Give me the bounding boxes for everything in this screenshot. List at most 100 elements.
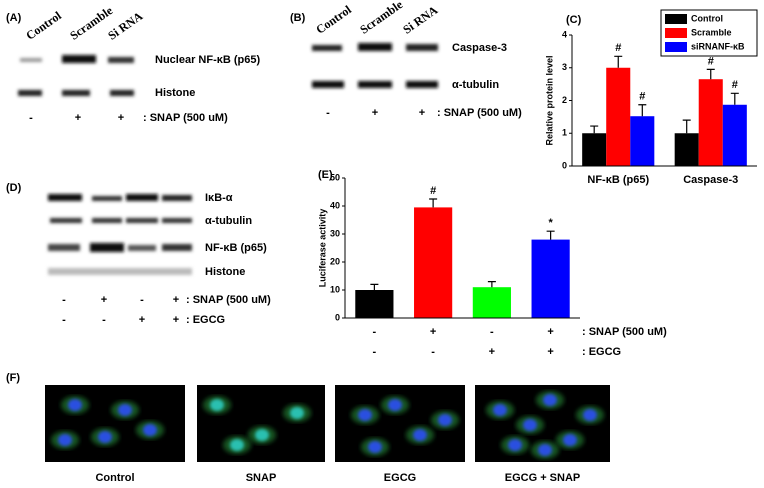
column-header: Control xyxy=(23,8,64,43)
sign: - xyxy=(490,326,494,338)
error-bar xyxy=(370,283,379,290)
error-bar xyxy=(429,198,438,208)
y-tick-label: 0 xyxy=(335,312,340,322)
treatment-label: : SNAP (500 uM) xyxy=(582,326,667,338)
sign: - xyxy=(326,107,330,119)
sign: - xyxy=(62,294,66,306)
bar xyxy=(472,287,511,318)
nucleus xyxy=(413,429,427,441)
y-tick-label: 4 xyxy=(562,29,567,39)
y-tick-label: 30 xyxy=(330,228,340,238)
error-bar xyxy=(730,92,739,105)
sign: - xyxy=(373,346,377,358)
blot xyxy=(48,194,192,275)
error-bar xyxy=(487,281,496,288)
sign: - xyxy=(102,314,106,326)
x-tick-label: NF-κB (p65) xyxy=(587,174,649,186)
error-bar xyxy=(614,55,623,68)
row-label: Caspase-3 xyxy=(452,42,507,54)
axis xyxy=(344,178,580,319)
significance-mark: * xyxy=(548,217,553,229)
micrograph xyxy=(45,385,185,462)
treatment-label: : SNAP (500 uM) xyxy=(437,107,522,119)
column-header: Control xyxy=(313,2,354,37)
sign: - xyxy=(373,326,377,338)
sign: + xyxy=(547,326,553,338)
row-label: Histone xyxy=(155,87,195,99)
sign: - xyxy=(140,294,144,306)
sign: + xyxy=(489,346,495,358)
error-bar xyxy=(638,104,647,117)
nucleus xyxy=(68,399,82,411)
legend-swatch xyxy=(665,28,687,38)
treatment-rows: - + - +: SNAP (500 uM) - - + +: EGCG xyxy=(62,294,271,326)
micrographs xyxy=(45,385,610,462)
y-axis-label: Relative protein level xyxy=(544,55,554,145)
nucleus xyxy=(290,407,304,419)
y-tick-label: 10 xyxy=(330,284,340,294)
nucleus xyxy=(255,429,269,441)
error-bar xyxy=(706,68,715,80)
significance-mark: # xyxy=(708,55,714,67)
panel-label: (E) xyxy=(318,169,333,181)
nucleus xyxy=(118,404,132,416)
panel-label: (D) xyxy=(6,182,22,194)
sign: - xyxy=(29,112,33,124)
nucleus xyxy=(98,431,112,443)
sign: - xyxy=(62,314,66,326)
row-label: Nuclear NF-κB (p65) xyxy=(155,54,260,66)
bar xyxy=(698,79,723,166)
panel-label: (A) xyxy=(6,12,22,24)
error-bar xyxy=(682,119,691,134)
blot xyxy=(18,55,134,96)
error-bar xyxy=(546,230,555,240)
bar xyxy=(722,104,747,166)
nucleus xyxy=(523,419,537,431)
sign: - xyxy=(431,346,435,358)
legend-label: Control xyxy=(691,13,723,23)
significance-mark: # xyxy=(732,79,738,91)
row-label: Histone xyxy=(205,266,245,278)
sign: + xyxy=(101,294,107,306)
bar xyxy=(606,67,631,166)
legend-swatch xyxy=(665,14,687,24)
nucleus xyxy=(543,394,557,406)
panel-label: (C) xyxy=(566,14,582,26)
x-tick-label: Caspase-3 xyxy=(683,174,738,186)
nucleus xyxy=(368,441,382,453)
sign: + xyxy=(173,314,179,326)
panel-label: (B) xyxy=(290,12,306,24)
bar xyxy=(630,116,655,166)
y-axis-label: Luciferase activity xyxy=(317,209,327,288)
caption: EGCG + SNAP xyxy=(505,472,581,484)
bar xyxy=(531,239,570,318)
legend-label: Scramble xyxy=(691,27,732,37)
sign: + xyxy=(139,314,145,326)
column-header: Si RNA xyxy=(400,3,440,37)
nucleus xyxy=(388,399,402,411)
nucleus xyxy=(58,434,72,446)
panel-label: (F) xyxy=(6,372,20,384)
treatment-label: : SNAP (500 uM) xyxy=(143,112,228,124)
bar xyxy=(355,290,394,318)
nucleus xyxy=(508,439,522,451)
sign: + xyxy=(372,107,378,119)
bar xyxy=(414,207,453,318)
y-tick-label: 0 xyxy=(562,160,567,170)
significance-mark: # xyxy=(430,185,436,197)
sign: + xyxy=(547,346,553,358)
axis xyxy=(571,35,757,167)
nucleus xyxy=(493,404,507,416)
row-label: α-tubulin xyxy=(205,215,252,227)
blot xyxy=(312,43,438,88)
caption: SNAP xyxy=(246,472,277,484)
caption: Control xyxy=(95,472,134,484)
sign: + xyxy=(118,112,124,124)
legend-label: siRNANF-κB xyxy=(691,41,745,51)
y-tick-label: 50 xyxy=(330,172,340,182)
nucleus xyxy=(210,399,224,411)
significance-mark: # xyxy=(639,91,645,103)
nucleus xyxy=(230,439,244,451)
row-label: NF-κB (p65) xyxy=(205,242,267,254)
